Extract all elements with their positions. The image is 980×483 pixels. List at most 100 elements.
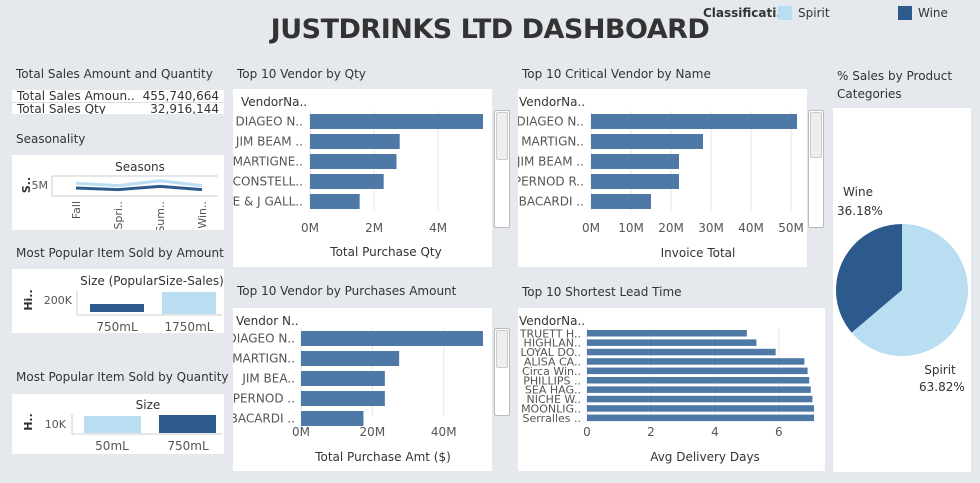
lead-time-xlabel: Avg Delivery Days bbox=[650, 450, 760, 464]
lead-time-heading: Top 10 Shortest Lead Time bbox=[522, 285, 682, 299]
legend-item-spirit[interactable]: Spirit bbox=[778, 6, 830, 20]
kpi-heading: Total Sales Amount and Quantity bbox=[16, 67, 213, 81]
quantity-heading: Most Popular Item Sold by Quantity bbox=[16, 370, 229, 384]
category-label: MARTIGN.. bbox=[233, 352, 295, 366]
bar-2[interactable] bbox=[301, 371, 385, 386]
bar-5[interactable] bbox=[587, 377, 810, 384]
quantity-title: Size bbox=[136, 398, 161, 412]
amount-ytick: 200K bbox=[44, 294, 73, 307]
pie-label-spirit: Spirit bbox=[924, 363, 956, 377]
xtick-0M: 0M bbox=[582, 221, 600, 235]
quantity-xtick-750ml: 750mL bbox=[167, 439, 209, 453]
category-label: CONSTELL.. bbox=[233, 175, 303, 189]
bar-3[interactable] bbox=[591, 174, 679, 189]
xtick-0: 0 bbox=[583, 425, 591, 439]
category-label: BACARDI .. bbox=[519, 195, 584, 209]
bar-2[interactable] bbox=[591, 154, 679, 169]
category-label: NICHE W.. bbox=[527, 393, 581, 406]
pie-heading: % Sales by Product Categories bbox=[837, 69, 953, 101]
legend-item-wine[interactable]: Wine bbox=[898, 6, 948, 20]
bar-3[interactable] bbox=[301, 391, 385, 406]
critical-vendor-xlabel: Invoice Total bbox=[661, 246, 736, 260]
bar-2[interactable] bbox=[310, 154, 397, 169]
bar-6[interactable] bbox=[587, 386, 811, 393]
amount-bar-750ml[interactable] bbox=[90, 304, 144, 312]
bar-4[interactable] bbox=[301, 411, 364, 426]
xtick-6: 6 bbox=[775, 425, 783, 439]
category-label: MARTIGN.. bbox=[521, 135, 584, 149]
kpi-sales-label: Total Sales Amoun.. bbox=[17, 90, 135, 103]
category-label: TRUETT H.. bbox=[519, 327, 581, 340]
bar-1[interactable] bbox=[301, 351, 400, 366]
amount-xtick-750ml: 750mL bbox=[96, 320, 138, 333]
kpi-sales-value: 455,740,664 bbox=[142, 90, 219, 103]
category-label: MARTIGNE.. bbox=[233, 155, 303, 169]
pie-slice-wine[interactable] bbox=[836, 224, 902, 333]
category-label: MOONLIG.. bbox=[521, 402, 581, 415]
quantity-bar-50ml[interactable] bbox=[84, 416, 141, 433]
vendor-qty-scrollbar[interactable] bbox=[494, 110, 510, 228]
vendor-purchases-scroll-thumb[interactable] bbox=[496, 330, 508, 368]
category-label: Serralles .. bbox=[523, 412, 581, 425]
critical-vendor-scrollbar[interactable] bbox=[808, 110, 824, 228]
xtick-2: 2 bbox=[647, 425, 655, 439]
bar-4[interactable] bbox=[310, 194, 360, 209]
bar-0[interactable] bbox=[301, 331, 483, 346]
kpi-panel: Total Sales Amoun.. 455,740,664 Total Sa… bbox=[12, 90, 224, 114]
xtick-20M: 20M bbox=[658, 221, 684, 235]
quantity-bar-750ml[interactable] bbox=[159, 415, 216, 433]
dashboard-title: JUSTDRINKS LTD DASHBOARD bbox=[270, 14, 710, 45]
vendor-purchases-scrollbar[interactable] bbox=[494, 328, 510, 416]
seasonality-chart[interactable]: Seasons S.. 5M Fall Spri.. Sum.. Win.. bbox=[12, 155, 224, 230]
bar-1[interactable] bbox=[587, 339, 757, 346]
kpi-qty-value: 32,916,144 bbox=[150, 102, 219, 114]
season-xtick: Win.. bbox=[196, 201, 209, 229]
category-label: E & J GALL.. bbox=[233, 195, 303, 209]
category-label: Circa Win.. bbox=[522, 365, 581, 378]
pie-label-wine: Wine bbox=[843, 185, 873, 199]
lead-time-header: VendorNa.. bbox=[519, 314, 585, 328]
critical-vendor-header: VendorNa.. bbox=[519, 95, 585, 109]
xtick-40M: 40M bbox=[431, 425, 457, 439]
season-line-0[interactable] bbox=[75, 179, 203, 188]
vendor-qty-scroll-thumb[interactable] bbox=[496, 112, 508, 160]
category-label: DIAGEO N.. bbox=[233, 332, 295, 346]
season-line-1[interactable] bbox=[75, 184, 203, 192]
lead-time-chart[interactable]: VendorNa.. 0 2 4 6 TRUETT H..HIGHLAN..LOYAL… bbox=[518, 308, 825, 471]
seasonality-ytick: 5M bbox=[32, 179, 49, 192]
amount-bar-1750ml[interactable] bbox=[162, 292, 216, 314]
bar-3[interactable] bbox=[310, 174, 384, 189]
bar-0[interactable] bbox=[591, 114, 797, 129]
critical-vendor-chart[interactable]: VendorNa.. 0M 10M 20M 30M 40M 50M DIAGEO N.. M… bbox=[518, 89, 807, 267]
bar-4[interactable] bbox=[591, 194, 651, 209]
pie-slice-spirit[interactable] bbox=[851, 224, 968, 356]
critical-vendor-scroll-thumb[interactable] bbox=[810, 112, 822, 158]
bar-8[interactable] bbox=[587, 405, 814, 412]
category-label: DIAGEO N.. bbox=[518, 115, 584, 129]
xtick-20M: 20M bbox=[360, 425, 386, 439]
amount-title: Size (PopularSize-Sales) bbox=[80, 274, 224, 288]
bar-1[interactable] bbox=[310, 134, 400, 149]
category-label: HIGHLAN.. bbox=[524, 337, 581, 350]
xtick-4: 4 bbox=[711, 425, 719, 439]
bar-1[interactable] bbox=[591, 134, 703, 149]
amount-chart[interactable]: Size (PopularSize-Sales) Hi.. 200K 750mL… bbox=[12, 269, 224, 333]
bar-3[interactable] bbox=[587, 358, 805, 365]
vendor-purchases-chart[interactable]: Vendor N.. 0M 20M 40M DIAGEO N.. MARTIGN.. J… bbox=[233, 308, 492, 471]
kpi-row-qty: Total Sales Qty 32,916,144 bbox=[12, 103, 224, 114]
bar-7[interactable] bbox=[587, 395, 813, 403]
bar-2[interactable] bbox=[587, 348, 776, 356]
xtick-2M: 2M bbox=[365, 221, 383, 235]
legend-swatch-spirit bbox=[778, 6, 792, 20]
bar-0[interactable] bbox=[310, 114, 483, 129]
vendor-qty-header: VendorNa.. bbox=[241, 95, 307, 109]
vendor-purchases-header: Vendor N.. bbox=[236, 314, 299, 328]
quantity-chart[interactable]: Size H.. 10K 50mL 750mL bbox=[12, 394, 224, 454]
bar-9[interactable] bbox=[587, 414, 814, 422]
pie-chart[interactable]: Wine 36.18% Spirit 63.82% bbox=[833, 108, 971, 472]
critical-vendor-heading: Top 10 Critical Vendor by Name bbox=[522, 67, 711, 81]
bar-4[interactable] bbox=[587, 367, 808, 375]
vendor-qty-chart[interactable]: VendorNa.. 0M 2M 4M DIAGEO N.. JIM BEAM .. M… bbox=[233, 89, 492, 267]
bar-0[interactable] bbox=[587, 330, 747, 337]
xtick-50M: 50M bbox=[778, 221, 804, 235]
